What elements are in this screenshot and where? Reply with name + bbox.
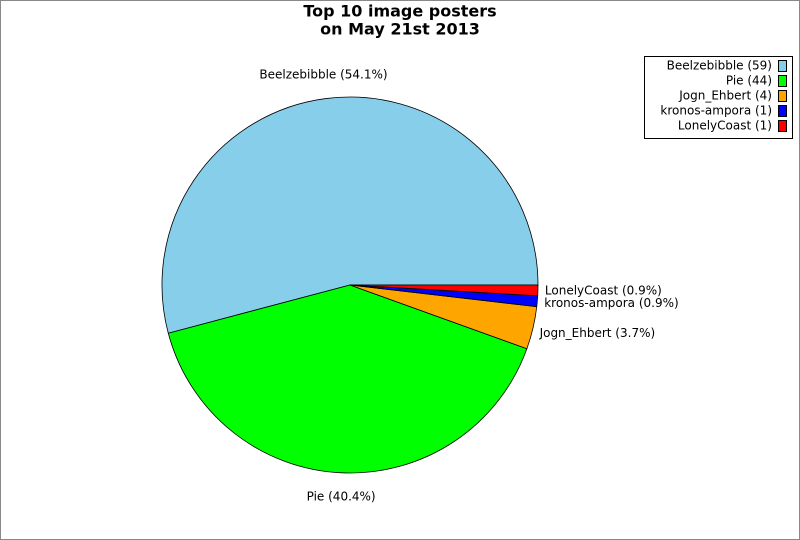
slice-label: Beelzebibble (54.1%) — [259, 67, 387, 81]
legend-swatch — [778, 60, 787, 72]
legend-label: Jogn_Ehbert (4) — [678, 89, 772, 103]
slice-label: Pie (40.4%) — [307, 489, 376, 503]
legend-box — [644, 56, 793, 139]
legend-swatch — [778, 120, 787, 132]
chart-title: Top 10 image posters — [303, 2, 496, 21]
legend-label: kronos-ampora (1) — [660, 104, 772, 118]
legend-label: Pie (44) — [726, 74, 772, 88]
legend-swatch — [778, 105, 787, 117]
legend-swatch — [778, 90, 787, 102]
pie-slice — [161, 96, 539, 334]
legend-label: LonelyCoast (1) — [678, 119, 772, 133]
slice-label: kronos-ampora (0.9%) — [544, 296, 678, 310]
slice-label: LonelyCoast (0.9%) — [545, 284, 662, 298]
slice-label: Jogn_Ehbert (3.7%) — [539, 326, 656, 340]
pie-slice — [349, 284, 539, 297]
legend-label: Beelzebibble (59) — [667, 59, 772, 73]
pie-slice — [167, 284, 528, 474]
legend-swatch — [778, 75, 787, 87]
chart-subtitle: on May 21st 2013 — [320, 20, 480, 39]
